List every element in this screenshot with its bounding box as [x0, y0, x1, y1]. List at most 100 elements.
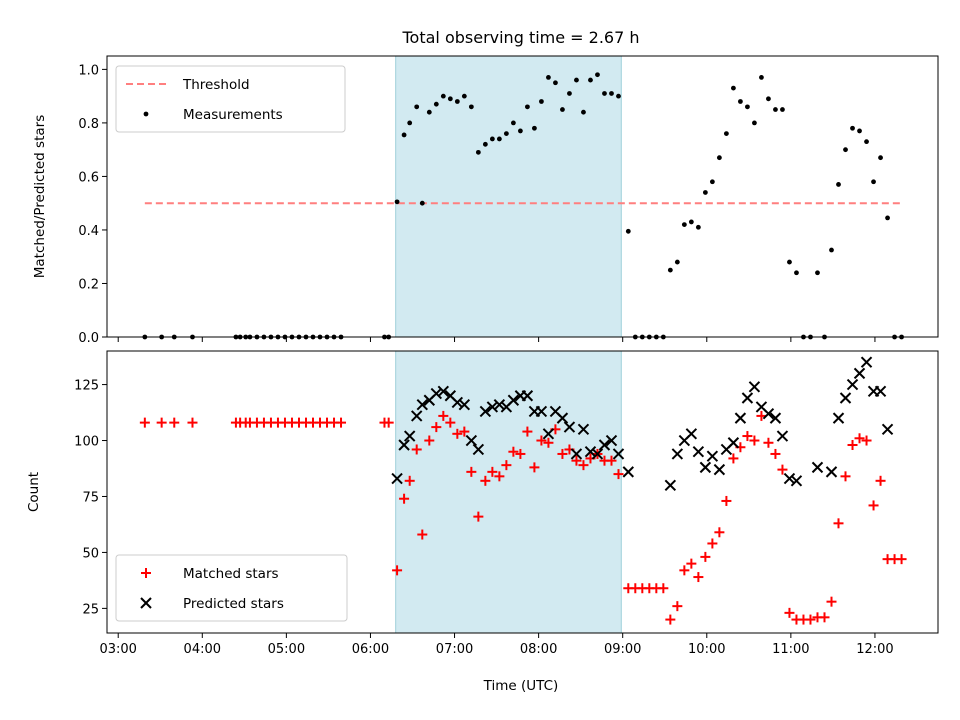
matched-point [508, 446, 519, 457]
matched-point [466, 466, 477, 477]
predicted-point [591, 448, 604, 460]
matched-point [522, 426, 533, 437]
matched-point [658, 583, 669, 594]
matched-point [784, 607, 795, 618]
matched-point [875, 475, 886, 486]
measurement-point [419, 200, 425, 206]
matched-point [452, 428, 463, 439]
matched-point [431, 422, 442, 433]
predicted-point [706, 450, 719, 462]
matched-point [578, 460, 589, 471]
matched-point [826, 596, 837, 607]
matched-point [557, 448, 568, 459]
series-predicted-stars [391, 356, 894, 491]
predicted-point [853, 367, 866, 380]
matched-point [861, 435, 872, 446]
series-measurements [142, 72, 904, 340]
top-panel: 0.0 0.2 0.4 0.6 0.8 1.0 Matched/Predicted star… [32, 55, 939, 346]
matched-point [756, 410, 767, 421]
predicted-point [451, 396, 464, 409]
measurement-point [433, 101, 439, 107]
measurement-point [567, 91, 572, 96]
matched-point [819, 612, 830, 623]
measurement-point [738, 99, 743, 104]
predicted-point [832, 412, 845, 424]
predicted-point [598, 439, 611, 451]
measurement-point [553, 80, 558, 86]
measurement-point [539, 99, 544, 104]
matched-point [156, 417, 167, 428]
measurement-point [885, 215, 890, 221]
plot-frame [106, 55, 939, 338]
predicted-point [556, 412, 569, 424]
matched-point [805, 614, 816, 625]
matched-point [749, 435, 760, 446]
predicted-point [493, 399, 506, 411]
measurement-point [815, 270, 820, 276]
predicted-point [762, 407, 775, 420]
y-axis-label: Matched/Predicted stars [32, 115, 48, 278]
measurement-point [414, 104, 420, 110]
matched-point [721, 495, 732, 506]
measurement-point [574, 77, 579, 83]
matched-point [854, 433, 865, 444]
predicted-point [605, 434, 618, 447]
measurement-point [794, 270, 799, 276]
predicted-point [403, 430, 416, 442]
predicted-point [748, 381, 761, 393]
matched-point [399, 493, 410, 504]
measurement-point [780, 107, 785, 112]
predicted-point [486, 401, 499, 413]
matched-point [679, 565, 690, 576]
predicted-point [612, 448, 625, 460]
matched-point [763, 437, 774, 448]
measurement-point [461, 93, 467, 99]
predicted-point [416, 399, 429, 411]
measurement-point [525, 104, 530, 110]
measurement-point [681, 222, 687, 228]
matched-point [665, 614, 676, 625]
measurement-point [745, 104, 750, 110]
measurement-point [401, 132, 407, 138]
matched-point [404, 475, 415, 486]
matched-point [777, 464, 788, 475]
matched-point [693, 572, 704, 583]
matched-point [392, 565, 403, 576]
chart-title: Total observing time = 2.67 h [401, 28, 639, 47]
measurement-point [616, 93, 621, 99]
predicted-point [769, 412, 782, 424]
x-tick-label: 03:00 [99, 642, 136, 657]
predicted-point [713, 463, 726, 476]
predicted-point [783, 472, 796, 485]
measurement-point [510, 120, 516, 126]
legend-label: Measurements [183, 107, 283, 123]
measurement-point [482, 141, 488, 147]
matched-point [139, 417, 150, 428]
predicted-point [507, 394, 520, 406]
measurement-point [731, 85, 736, 91]
x-tick-label: 06:00 [352, 642, 389, 657]
predicted-point [692, 446, 705, 458]
measurement-point [716, 155, 722, 161]
predicted-point [479, 405, 492, 418]
matched-point [543, 437, 554, 448]
predicted-point [437, 385, 450, 397]
matched-point [445, 417, 456, 428]
matched-point [571, 455, 582, 466]
matched-point [896, 554, 907, 565]
predicted-point [563, 421, 576, 433]
matched-point [833, 518, 844, 529]
measurement-point [595, 72, 600, 78]
predicted-point [776, 430, 789, 442]
legend-box [115, 554, 348, 622]
predicted-point [874, 385, 887, 397]
matched-point [770, 448, 781, 459]
predicted-point [846, 378, 859, 391]
predicted-point [881, 423, 894, 436]
measurement-point [864, 139, 869, 145]
y-tick-label: 100 [74, 435, 99, 450]
measurement-point [394, 199, 400, 205]
matched-point [187, 417, 198, 428]
x-tick-label: 08:00 [520, 642, 557, 657]
